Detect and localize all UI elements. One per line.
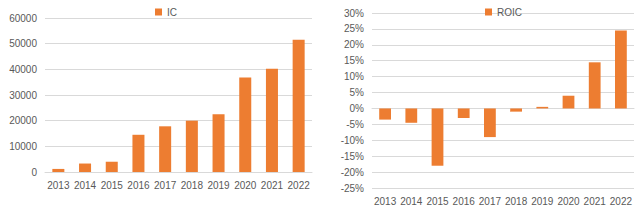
svg-text:2018: 2018 [505,196,528,207]
svg-text:2017: 2017 [154,180,177,191]
svg-text:5%: 5% [350,87,365,98]
svg-text:-5%: -5% [346,119,364,130]
svg-text:2021: 2021 [261,180,284,191]
svg-text:0%: 0% [350,103,365,114]
svg-text:2019: 2019 [531,196,554,207]
svg-text:2019: 2019 [207,180,230,191]
svg-text:-25%: -25% [341,183,364,194]
svg-text:50000: 50000 [9,38,37,49]
svg-text:2015: 2015 [426,196,449,207]
svg-text:-20%: -20% [341,167,364,178]
svg-text:2022: 2022 [288,180,311,191]
svg-text:-10%: -10% [341,135,364,146]
svg-text:2014: 2014 [400,196,423,207]
svg-text:2016: 2016 [127,180,150,191]
svg-text:25%: 25% [344,23,364,34]
svg-text:2016: 2016 [453,196,476,207]
svg-text:15%: 15% [344,55,364,66]
svg-text:30%: 30% [344,8,364,19]
svg-text:2020: 2020 [557,196,580,207]
svg-text:20%: 20% [344,39,364,50]
svg-text:2018: 2018 [181,180,204,191]
svg-text:10000: 10000 [9,141,37,152]
svg-text:0: 0 [31,167,37,178]
svg-text:2015: 2015 [101,180,124,191]
svg-text:ROIC: ROIC [497,7,522,18]
svg-text:2022: 2022 [610,196,633,207]
svg-text:2020: 2020 [234,180,257,191]
svg-text:30000: 30000 [9,90,37,101]
svg-text:2013: 2013 [374,196,397,207]
svg-text:2017: 2017 [479,196,502,207]
svg-text:2013: 2013 [47,180,70,191]
svg-text:-15%: -15% [341,151,364,162]
svg-text:40000: 40000 [9,64,37,75]
svg-text:IC: IC [167,7,177,18]
svg-text:60000: 60000 [9,13,37,24]
svg-text:2021: 2021 [584,196,607,207]
svg-text:20000: 20000 [9,115,37,126]
svg-text:2014: 2014 [74,180,97,191]
svg-text:10%: 10% [344,71,364,82]
